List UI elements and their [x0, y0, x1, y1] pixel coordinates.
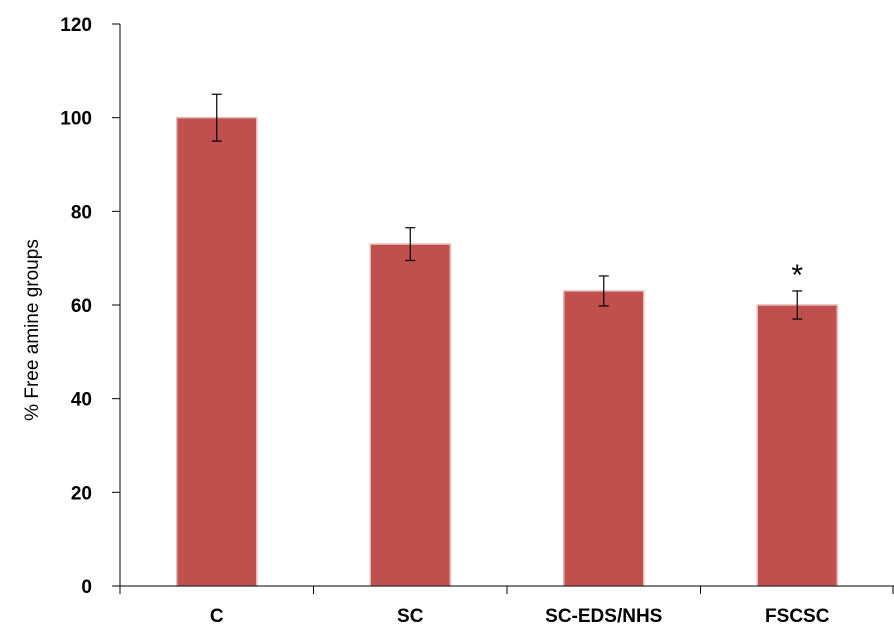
x-ticks: C SC SC-EDS/NHS FSCSC: [119, 586, 894, 627]
x-tick-label: SC-EDS/NHS: [545, 606, 662, 627]
x-tick-label: C: [210, 606, 224, 627]
bar-sc-eds-nhs: [563, 290, 645, 587]
y-tick-label: 80: [71, 202, 92, 223]
y-axis-title-group: % Free amine groups: [22, 239, 43, 421]
y-tick-label: 60: [71, 296, 92, 317]
error-bars: [211, 93, 803, 320]
annotations: *: [791, 259, 803, 292]
bar-fscsc: [756, 304, 838, 587]
bar-c: [176, 116, 258, 587]
y-axis-title: % Free amine groups: [22, 239, 43, 421]
y-ticks: 0 20 40 60 80 100 120: [60, 15, 120, 598]
y-tick-label: 120: [60, 15, 92, 36]
y-tick-label: 100: [60, 109, 92, 130]
x-tick-label: FSCSC: [765, 606, 830, 627]
bars: [176, 116, 838, 587]
significance-annotation: *: [791, 259, 803, 292]
bar-sc: [369, 243, 451, 587]
x-tick-label: SC: [397, 606, 424, 627]
y-tick-label: 0: [81, 577, 92, 598]
y-tick-label: 20: [71, 483, 92, 504]
y-tick-label: 40: [71, 390, 92, 411]
